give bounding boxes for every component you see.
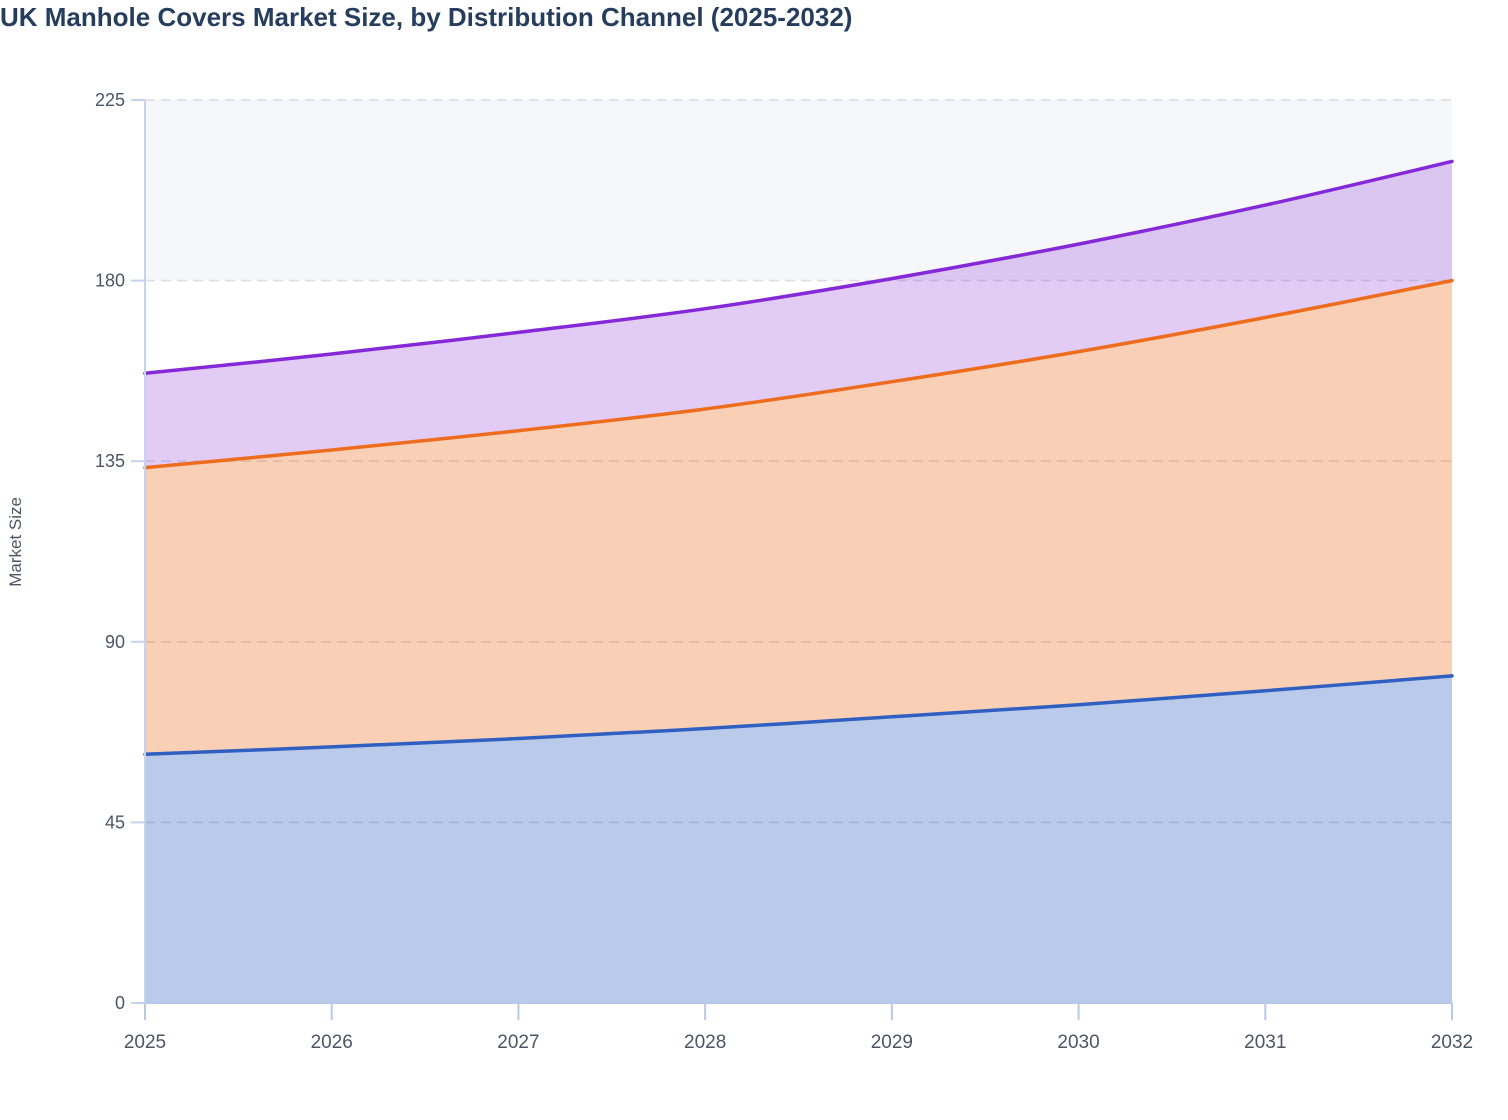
x-tick-label-2032: 2032 — [1431, 1032, 1473, 1053]
x-tick-label-2029: 2029 — [871, 1032, 913, 1053]
x-tick-label-2026: 2026 — [311, 1032, 353, 1053]
series-line-0 — [143, 674, 1454, 756]
y-tick-label-135: 135 — [95, 451, 125, 471]
area-fill-0 — [145, 675, 1452, 1003]
x-tick-label-2031: 2031 — [1244, 1032, 1286, 1053]
series-line-1 — [143, 278, 1454, 470]
y-tick-label-225: 225 — [95, 90, 125, 110]
y-tick-label-180: 180 — [95, 271, 125, 291]
area-fill-1 — [145, 280, 1452, 755]
y-tick-label-45: 45 — [105, 812, 125, 832]
series-line-2 — [143, 159, 1454, 376]
plot-band — [145, 100, 1452, 281]
x-tick-label-2027: 2027 — [497, 1032, 539, 1053]
x-tick-label-2028: 2028 — [684, 1032, 726, 1053]
x-tick-label-2030: 2030 — [1057, 1032, 1099, 1053]
y-tick-label-0: 0 — [115, 993, 125, 1013]
y-tick-label-90: 90 — [105, 632, 125, 652]
x-tick-label-2025: 2025 — [124, 1032, 166, 1053]
area-fill-2 — [145, 161, 1452, 468]
chart-title: UK Manhole Covers Market Size, by Distri… — [0, 2, 853, 32]
